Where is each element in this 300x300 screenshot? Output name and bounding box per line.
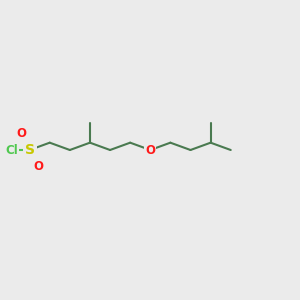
Text: O: O — [16, 128, 26, 140]
Text: O: O — [33, 160, 43, 172]
Text: O: O — [145, 143, 155, 157]
Text: S: S — [25, 143, 34, 157]
Text: Cl: Cl — [5, 143, 18, 157]
